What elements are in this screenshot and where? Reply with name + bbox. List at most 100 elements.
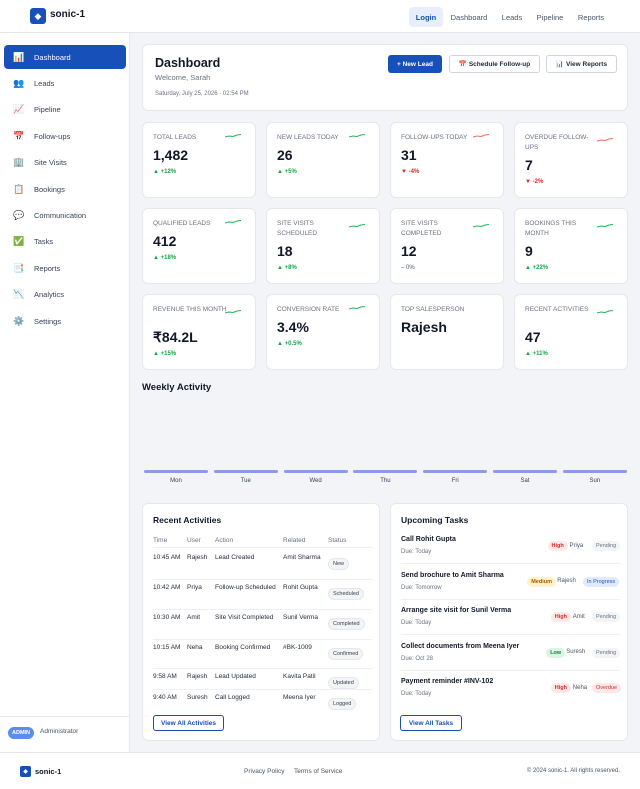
activity-time: 10:30 AM [153,614,181,621]
footer-brand: sonic-1 [35,767,62,776]
task-assignee: Neha [572,684,588,691]
sidebar-item-dashboard[interactable]: 📊 Dashboard [4,45,126,69]
view-reports-button[interactable]: 📊 View Reports [546,55,617,73]
role-badge: ADMIN [8,727,35,739]
activity-user: Neha [187,644,203,651]
sidebar: 📊 Dashboard 👥 Leads 📈 Pipeline 📅 Follow-ups … [0,33,130,752]
sidebar-item-label: Bookings [34,184,65,194]
activity-action: Lead Created [215,554,255,561]
status-badge: Overdue [592,683,622,693]
stat-card[interactable]: Site Visits Completed 12 – 0% [390,208,504,284]
new-lead-button[interactable]: + New Lead [388,55,442,73]
stat-card[interactable]: Follow-ups Today 31 ▼ -4% [390,122,504,198]
divider [153,668,372,669]
stat-card[interactable]: Revenue This Month ₹84.2L ▲ +15% [142,294,256,370]
sidebar-item-tasks[interactable]: ✅ Tasks [4,229,126,253]
stat-label: Total Leads [153,134,197,141]
copyright-text: © 2024 sonic-1. All rights reserved. [526,768,620,774]
topnav-login[interactable]: Login [409,7,443,27]
sidebar-item-pipeline[interactable]: 📈 Pipeline [4,97,126,121]
diamond-icon: ◆ [20,766,31,777]
sidebar-item-reports[interactable]: 📑 Reports [4,256,126,280]
stat-card[interactable]: Qualified Leads 412 ▲ +18% [142,208,256,284]
sidebar-item-label: Settings [34,316,62,326]
sidebar-item-settings[interactable]: ⚙️ Settings [4,309,126,333]
stat-card[interactable]: Overdue Follow-ups 7 ▼ -2% [514,122,628,198]
upcoming-tasks-panel: Upcoming Tasks Call Rohit Gupta Due: Toda… [390,503,628,741]
column-header-related: Related [283,537,306,544]
privacy-policy-link[interactable]: Privacy Policy [244,768,285,775]
chart-icon: 📊 [555,61,565,68]
activity-bar [493,470,557,473]
sidebar-item-follow-ups[interactable]: 📅 Follow-ups [4,124,126,148]
stat-change: ▲ +18% [153,255,177,261]
stat-card[interactable]: Top Salesperson Rajesh [390,294,504,370]
topnav-reports[interactable]: Reports [577,12,605,22]
activity-time: 9:58 AM [153,673,177,680]
topnav-pipeline[interactable]: Pipeline [536,12,564,22]
stat-label: Overdue Follow-ups [525,134,589,151]
day-label: Sun [589,478,601,484]
activity-bar [562,470,627,473]
column-header-status: Status [328,537,347,544]
day-label: Sat [520,478,530,484]
stat-value: 7 [525,157,533,173]
priority-badge: Low [546,647,566,658]
stat-card[interactable]: Conversion Rate 3.4% ▲ +0.5% [266,294,380,370]
stat-change: ▲ +15% [153,351,177,357]
divider [153,579,372,580]
sidebar-item-analytics[interactable]: 📉 Analytics [4,282,126,306]
stat-value: 12 [401,243,417,259]
view-all-tasks-button[interactable]: View All Tasks [400,715,462,731]
sidebar-item-leads[interactable]: 👥 Leads [4,71,126,95]
activity-user: Rajesh [187,554,208,561]
terms-of-service-link[interactable]: Terms of Service [294,768,343,775]
activity-action: Follow-up Scheduled [215,584,276,591]
stat-card[interactable]: Total Leads 1,482 ▲ +12% [142,122,256,198]
task-title[interactable]: Payment reminder #INV-102 [401,678,494,685]
stat-card[interactable]: Bookings This Month 9 ▲ +22% [514,208,628,284]
diamond-icon[interactable]: ◆ [30,8,46,24]
divider [153,547,372,548]
task-title[interactable]: Arrange site visit for Sunil Verma [401,607,512,614]
task-title[interactable]: Call Rohit Gupta [401,536,456,543]
stat-label: Top Salesperson [401,306,465,313]
sparkline-icon [349,134,365,138]
sidebar-item-bookings[interactable]: 📋 Bookings [4,177,126,201]
stat-label: Site Visits Completed [401,220,442,237]
sidebar-item-label: Tasks [34,236,54,246]
stat-value: 1,482 [153,147,189,163]
activity-time: 9:40 AM [153,694,177,701]
sparkline-icon [473,224,489,228]
task-assignee: Suresh [566,649,586,655]
stat-label: New Leads Today [277,134,339,141]
sparkline-icon [349,224,365,228]
activity-bar [353,470,418,473]
stat-card[interactable]: New Leads Today 26 ▲ +5% [266,122,380,198]
sparkline-icon [349,306,365,310]
recent-activities-panel: Recent Activities Time User Action Relat… [142,503,380,741]
schedule-follow-up-button[interactable]: 📅 Schedule Follow-up [449,55,540,73]
stat-card[interactable]: Recent Activities 47 ▲ +11% [514,294,628,370]
stat-change: ▲ +5% [277,169,297,175]
sidebar-item-communication[interactable]: 💬 Communication [4,203,126,227]
sparkline-icon [597,224,613,228]
welcome-text: Welcome, Sarah [155,73,211,82]
activity-time: 10:15 AM [153,644,181,651]
panel-title: Recent Activities [153,515,222,525]
schedule-follow-up-label: Schedule Follow-up [468,60,531,68]
sidebar-item-site-visits[interactable]: 🏢 Site Visits [4,150,126,174]
sidebar-item-label: Communication [34,210,87,220]
status-badge: In Progress [583,576,620,587]
task-assignee: Priya [569,542,584,549]
topnav-dashboard[interactable]: Dashboard [450,12,488,22]
task-title[interactable]: Collect documents from Meena Iyer [401,642,520,650]
app-name[interactable]: sonic-1 [50,9,86,20]
stat-card[interactable]: Site Visits Scheduled 18 ▲ +8% [266,208,380,284]
top-navbar: ◆ sonic-1 Login Dashboard Leads Pipeline… [0,0,640,33]
task-title[interactable]: Send brochure to Amit Sharma [401,571,504,579]
task-due: Due: Today [401,620,432,626]
activity-time: 10:42 AM [153,584,181,591]
topnav-leads[interactable]: Leads [501,12,523,22]
view-all-activities-button[interactable]: View All Activities [153,715,224,731]
